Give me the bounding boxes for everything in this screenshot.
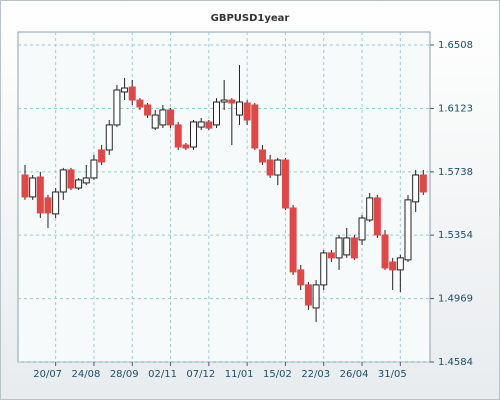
candle-body	[174, 124, 182, 148]
candle-body	[366, 197, 374, 221]
candle-body	[251, 104, 259, 149]
candle-body	[144, 104, 152, 116]
candle-body	[266, 159, 274, 176]
candle-body	[358, 217, 366, 241]
x-tick-label: 07/12	[186, 369, 215, 380]
x-tick-label: 22/03	[301, 369, 330, 380]
x-tick-label: 20/07	[33, 369, 62, 380]
candle-body	[304, 284, 312, 306]
candle-body	[21, 174, 29, 198]
candle-body	[213, 101, 220, 126]
candle-body	[235, 101, 243, 116]
x-tick-label: 26/04	[340, 369, 369, 380]
x-tick-label: 28/09	[110, 369, 139, 380]
candle-body	[29, 177, 37, 198]
candle-body	[289, 207, 297, 273]
candle-body	[205, 121, 213, 129]
candle-body	[75, 179, 83, 189]
candle-body	[136, 99, 144, 108]
candle-body	[228, 99, 236, 104]
candle-body	[67, 169, 75, 189]
candle-body	[44, 197, 52, 214]
candle-body	[128, 86, 136, 101]
candle-body	[220, 99, 228, 103]
x-tick-label: 31/05	[378, 369, 407, 380]
candle-body	[182, 144, 190, 149]
candle-body	[190, 121, 198, 148]
x-tick-label: 02/11	[148, 369, 177, 380]
candle-body	[320, 252, 328, 286]
x-tick-label: 24/08	[72, 369, 101, 380]
candle-body	[274, 159, 282, 176]
candle-body	[243, 102, 251, 121]
candle-body	[327, 252, 335, 259]
candle-body	[312, 284, 320, 309]
candle-body	[381, 234, 389, 269]
candle-body	[90, 159, 98, 179]
candle-body	[151, 114, 159, 129]
candle-body	[335, 237, 343, 259]
candle-body	[167, 109, 175, 126]
candle-body	[121, 87, 129, 93]
chart-title: GBPUSD1year	[211, 13, 290, 24]
candle-body	[105, 124, 113, 151]
y-tick-label: 1.5354	[438, 230, 473, 241]
y-tick-label: 1.4969	[438, 294, 473, 305]
candle-body	[36, 176, 44, 214]
candle-body	[343, 237, 351, 256]
x-tick-label: 15/02	[263, 369, 292, 380]
candle-body	[113, 89, 121, 126]
candle-body	[98, 149, 106, 163]
candle-body	[412, 174, 420, 203]
y-tick-label: 1.6123	[438, 103, 473, 114]
y-tick-label: 1.4584	[438, 357, 473, 368]
candle-body	[373, 197, 381, 236]
candle-body	[389, 261, 397, 271]
candle-body	[82, 177, 90, 184]
candle-body	[197, 121, 205, 128]
candle-body	[159, 109, 167, 126]
candle-body	[404, 199, 412, 261]
x-tick-label: 11/01	[225, 369, 254, 380]
candle-body	[350, 237, 358, 259]
y-tick-label: 1.5738	[438, 167, 473, 178]
candle-body	[396, 257, 404, 271]
candle-body	[419, 174, 427, 193]
candle-body	[281, 159, 289, 209]
y-tick-label: 1.6508	[438, 40, 473, 51]
candle-body	[59, 169, 67, 193]
candle-body	[258, 149, 266, 163]
candle-body	[52, 191, 60, 215]
candle-body	[297, 269, 305, 286]
